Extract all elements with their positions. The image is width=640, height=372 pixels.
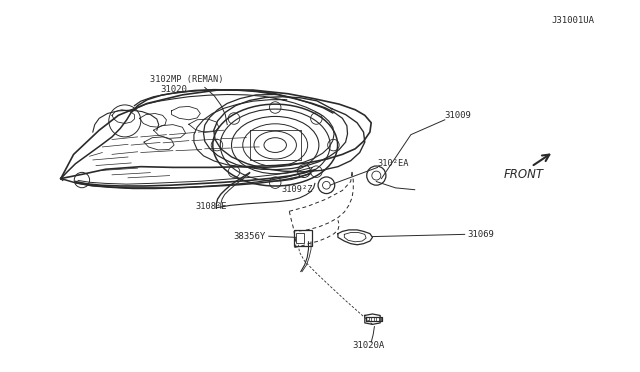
Text: 3102MP (REMAN): 3102MP (REMAN) (150, 76, 224, 84)
Text: 31020A: 31020A (352, 341, 384, 350)
Text: 3108²E: 3108²E (195, 202, 227, 211)
Text: 310²EA: 310²EA (378, 159, 409, 168)
Text: 31009: 31009 (445, 111, 472, 120)
Text: 31020: 31020 (160, 85, 187, 94)
Text: 3109²Z: 3109²Z (282, 185, 313, 194)
Text: J31001UA: J31001UA (551, 16, 595, 25)
Bar (296, 233, 304, 243)
Text: FRONT: FRONT (504, 169, 543, 181)
Text: 31069: 31069 (467, 230, 494, 239)
Bar (294, 230, 312, 246)
Text: 38356Y: 38356Y (234, 232, 266, 241)
